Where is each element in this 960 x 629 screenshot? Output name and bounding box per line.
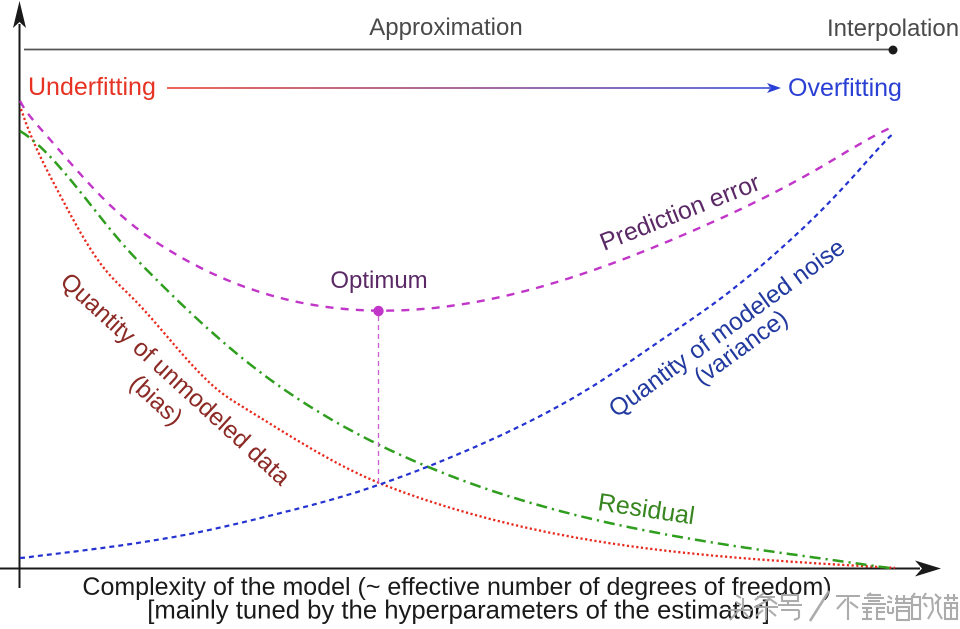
svg-text:Underfitting: Underfitting	[28, 73, 156, 101]
svg-text:Interpolation: Interpolation	[827, 15, 959, 42]
svg-text:Approximation: Approximation	[369, 14, 522, 41]
svg-text:Overfitting: Overfitting	[788, 74, 902, 102]
svg-text:[mainly tuned by the hyperpara: [mainly tuned by the hyperparameters of …	[147, 597, 770, 625]
svg-text:Complexity of the model (~ eff: Complexity of the model (~ effective num…	[82, 573, 831, 601]
svg-text:Optimum: Optimum	[330, 267, 427, 294]
